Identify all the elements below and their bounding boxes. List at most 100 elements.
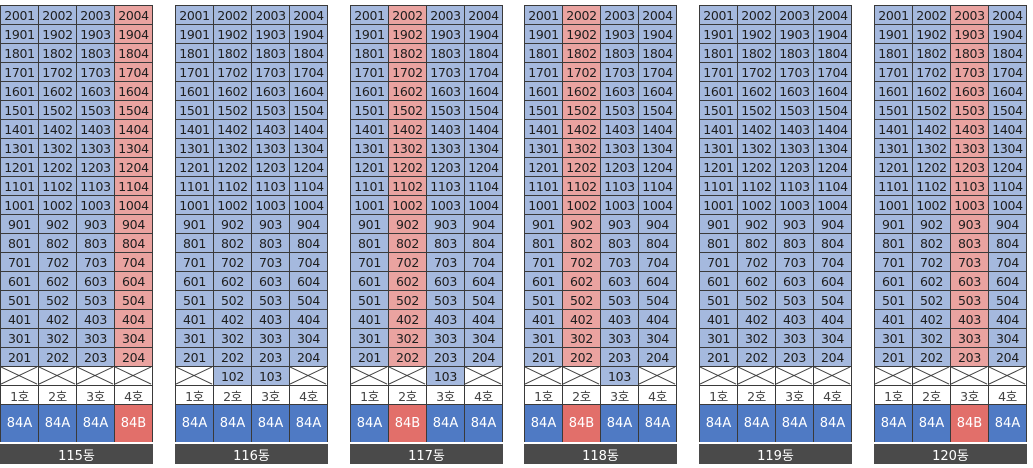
unit-cell[interactable]: 703 <box>776 253 814 272</box>
unit-cell[interactable]: 1603 <box>252 82 290 101</box>
unit-cell[interactable]: 902 <box>389 215 427 234</box>
unit-cell[interactable]: 1104 <box>115 177 153 196</box>
unit-cell[interactable]: 404 <box>290 310 328 329</box>
unit-cell[interactable]: 402 <box>738 310 776 329</box>
unit-cell[interactable]: 2004 <box>290 6 328 25</box>
unit-cell[interactable]: 1302 <box>39 139 77 158</box>
unit-cell[interactable]: 403 <box>77 310 115 329</box>
unit-cell[interactable]: 301 <box>351 329 389 348</box>
unit-cell[interactable]: 704 <box>814 253 852 272</box>
unit-cell[interactable]: 901 <box>700 215 738 234</box>
unit-cell[interactable]: 1504 <box>814 101 852 120</box>
unit-cell[interactable]: 1804 <box>115 44 153 63</box>
unit-cell[interactable]: 804 <box>814 234 852 253</box>
unit-cell[interactable]: 1703 <box>427 63 465 82</box>
unit-cell[interactable]: 603 <box>776 272 814 291</box>
unit-cell[interactable]: 703 <box>951 253 989 272</box>
unit-cell[interactable]: 803 <box>77 234 115 253</box>
unit-cell[interactable]: 2002 <box>214 6 252 25</box>
unit-cell[interactable]: 604 <box>465 272 503 291</box>
unit-cell[interactable]: 1703 <box>77 63 115 82</box>
unit-cell[interactable]: 1304 <box>989 139 1027 158</box>
unit-cell[interactable]: 1901 <box>525 25 563 44</box>
unit-cell[interactable]: 703 <box>601 253 639 272</box>
unit-cell[interactable]: 1604 <box>639 82 677 101</box>
unit-cell[interactable]: 604 <box>989 272 1027 291</box>
unit-cell[interactable]: 1003 <box>77 196 115 215</box>
unit-cell[interactable]: 1302 <box>913 139 951 158</box>
unit-cell[interactable]: 1402 <box>913 120 951 139</box>
unit-cell[interactable]: 303 <box>427 329 465 348</box>
unit-cell[interactable]: 1704 <box>814 63 852 82</box>
unit-cell[interactable]: 1404 <box>115 120 153 139</box>
unit-cell[interactable]: 1704 <box>639 63 677 82</box>
unit-cell[interactable]: 1401 <box>351 120 389 139</box>
unit-cell[interactable]: 1603 <box>951 82 989 101</box>
unit-cell[interactable]: 1602 <box>389 82 427 101</box>
unit-cell[interactable]: 2003 <box>776 6 814 25</box>
unit-cell[interactable]: 1401 <box>525 120 563 139</box>
unit-cell[interactable]: 704 <box>639 253 677 272</box>
unit-cell[interactable]: 1502 <box>214 101 252 120</box>
unit-cell[interactable]: 1201 <box>1 158 39 177</box>
unit-cell[interactable]: 1002 <box>738 196 776 215</box>
unit-cell[interactable]: 801 <box>1 234 39 253</box>
unit-cell[interactable]: 602 <box>39 272 77 291</box>
unit-cell[interactable]: 1001 <box>351 196 389 215</box>
unit-cell[interactable]: 904 <box>814 215 852 234</box>
unit-cell[interactable]: 1402 <box>563 120 601 139</box>
unit-cell[interactable]: 1103 <box>252 177 290 196</box>
unit-cell[interactable]: 1802 <box>563 44 601 63</box>
unit-cell[interactable]: 1603 <box>77 82 115 101</box>
unit-cell[interactable]: 702 <box>563 253 601 272</box>
unit-cell[interactable]: 1702 <box>738 63 776 82</box>
unit-cell[interactable]: 803 <box>951 234 989 253</box>
unit-cell[interactable]: 1401 <box>1 120 39 139</box>
unit-cell[interactable]: 1503 <box>951 101 989 120</box>
unit-cell[interactable]: 1203 <box>77 158 115 177</box>
unit-cell[interactable]: 1801 <box>700 44 738 63</box>
unit-cell[interactable]: 203 <box>601 348 639 367</box>
unit-cell[interactable]: 1101 <box>176 177 214 196</box>
unit-cell[interactable]: 1503 <box>77 101 115 120</box>
unit-cell[interactable]: 304 <box>814 329 852 348</box>
unit-cell[interactable]: 1303 <box>427 139 465 158</box>
unit-cell[interactable]: 1502 <box>563 101 601 120</box>
unit-cell[interactable]: 1301 <box>351 139 389 158</box>
unit-cell[interactable]: 604 <box>290 272 328 291</box>
unit-cell[interactable]: 2001 <box>176 6 214 25</box>
unit-cell[interactable]: 1201 <box>700 158 738 177</box>
unit-cell[interactable]: 1504 <box>115 101 153 120</box>
unit-cell[interactable]: 904 <box>115 215 153 234</box>
unit-cell[interactable]: 501 <box>176 291 214 310</box>
unit-cell[interactable]: 302 <box>563 329 601 348</box>
unit-cell[interactable]: 1004 <box>814 196 852 215</box>
unit-cell[interactable]: 1203 <box>776 158 814 177</box>
unit-cell[interactable]: 1102 <box>738 177 776 196</box>
unit-cell[interactable]: 602 <box>738 272 776 291</box>
unit-cell[interactable]: 1804 <box>639 44 677 63</box>
unit-cell[interactable]: 2002 <box>39 6 77 25</box>
unit-cell[interactable]: 403 <box>601 310 639 329</box>
unit-cell[interactable]: 301 <box>875 329 913 348</box>
unit-cell[interactable]: 1304 <box>814 139 852 158</box>
unit-cell[interactable]: 1801 <box>525 44 563 63</box>
unit-cell[interactable]: 1302 <box>214 139 252 158</box>
unit-cell[interactable]: 304 <box>290 329 328 348</box>
unit-cell[interactable]: 1603 <box>776 82 814 101</box>
unit-cell[interactable]: 404 <box>814 310 852 329</box>
unit-cell[interactable]: 501 <box>525 291 563 310</box>
unit-cell[interactable]: 1901 <box>875 25 913 44</box>
unit-cell[interactable]: 2003 <box>77 6 115 25</box>
unit-cell[interactable]: 1403 <box>776 120 814 139</box>
unit-cell[interactable]: 2004 <box>465 6 503 25</box>
unit-cell[interactable]: 503 <box>252 291 290 310</box>
unit-cell[interactable]: 1302 <box>389 139 427 158</box>
unit-cell[interactable]: 201 <box>525 348 563 367</box>
unit-cell[interactable]: 2001 <box>875 6 913 25</box>
unit-cell[interactable]: 1604 <box>989 82 1027 101</box>
unit-cell[interactable]: 504 <box>465 291 503 310</box>
unit-cell[interactable]: 1901 <box>351 25 389 44</box>
unit-cell[interactable]: 1704 <box>989 63 1027 82</box>
unit-cell[interactable]: 1004 <box>290 196 328 215</box>
